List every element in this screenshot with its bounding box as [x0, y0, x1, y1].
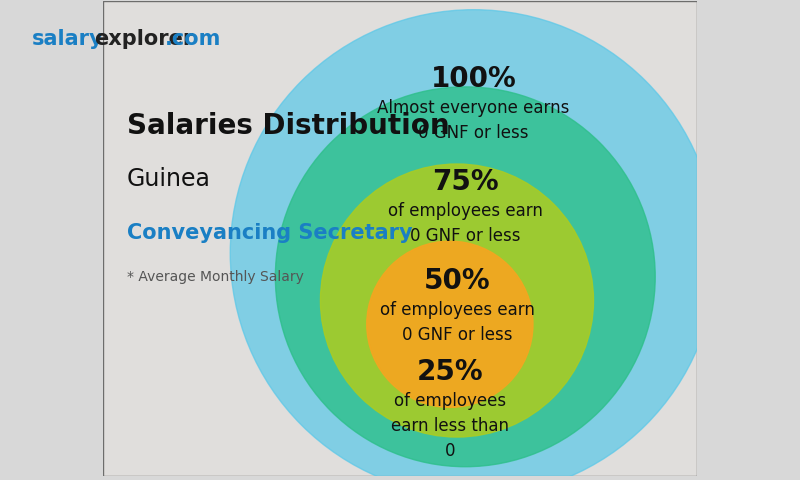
Text: Guinea: Guinea [127, 168, 211, 192]
Text: 100%: 100% [430, 65, 517, 93]
Text: of employees
earn less than
0: of employees earn less than 0 [391, 392, 509, 460]
Text: explorer: explorer [94, 29, 194, 49]
Text: Salaries Distribution: Salaries Distribution [127, 112, 450, 140]
Text: of employees earn
0 GNF or less: of employees earn 0 GNF or less [379, 300, 534, 344]
Text: 50%: 50% [424, 266, 490, 295]
Text: .com: .com [165, 29, 221, 49]
Circle shape [366, 241, 533, 408]
Text: of employees earn
0 GNF or less: of employees earn 0 GNF or less [388, 202, 542, 245]
FancyBboxPatch shape [103, 1, 697, 476]
Circle shape [230, 10, 717, 480]
Text: 25%: 25% [417, 358, 483, 386]
Circle shape [321, 164, 594, 437]
Text: 75%: 75% [432, 168, 498, 196]
Text: Conveyancing Secretary: Conveyancing Secretary [127, 223, 413, 243]
Text: salary: salary [32, 29, 104, 49]
Circle shape [275, 87, 655, 467]
Text: Almost everyone earns
0 GNF or less: Almost everyone earns 0 GNF or less [378, 99, 570, 142]
Text: * Average Monthly Salary: * Average Monthly Salary [127, 270, 304, 284]
